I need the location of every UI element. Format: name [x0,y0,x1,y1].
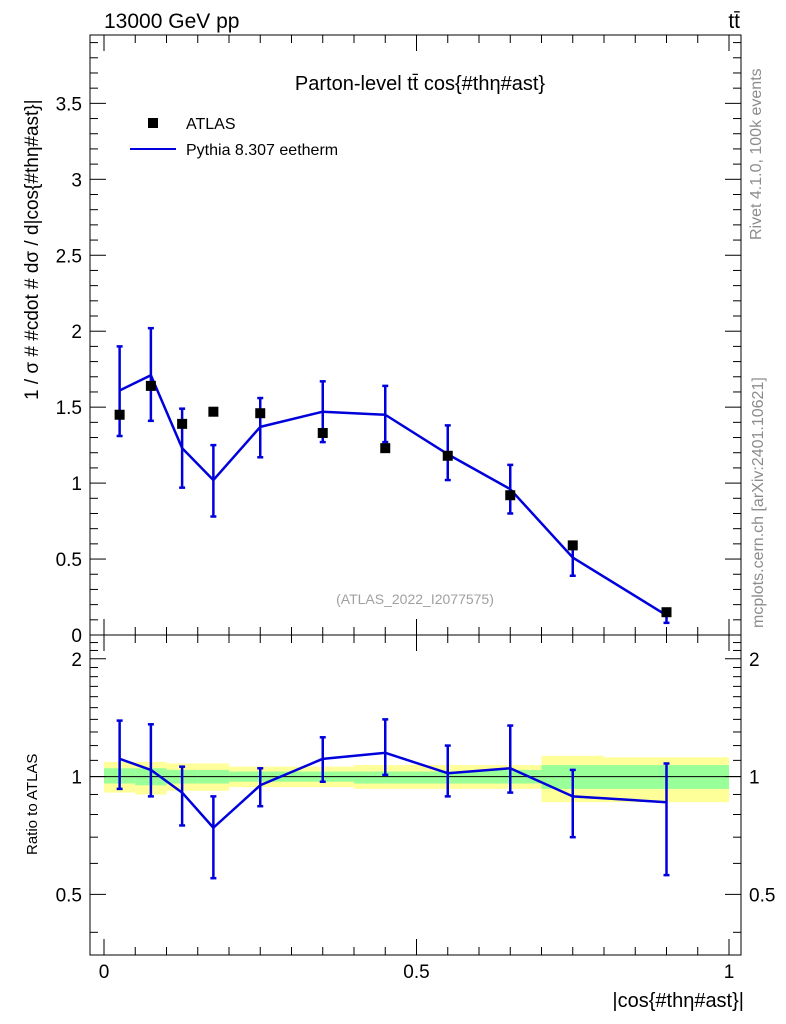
main-y-tick-label: 2 [71,322,82,343]
ratio-y-tick-label-right: 2 [749,650,760,671]
ratio-y-tick-label-left: 2 [71,650,82,671]
y-axis-label: 1 / σ # #cdot # dσ / d|cos{#thη#ast}| [22,99,43,400]
data-point [317,427,328,438]
main-y-tick-label: 1.5 [56,398,82,419]
process-label: tt̄ [728,10,740,33]
energy-label: 13000 GeV pp [104,10,239,33]
main-y-tick-label: 0.5 [56,550,82,571]
watermark: (ATLAS_2022_I2077575) [336,591,494,607]
data-point [255,408,266,419]
main-data-series [114,380,672,618]
data-point [567,540,578,551]
data-point [505,490,516,501]
mc-series-line [119,374,668,617]
ratio-band-green [354,771,417,784]
x-tick-label: 0 [99,962,110,983]
x-tick-label: 1 [724,962,735,983]
data-point [208,406,219,417]
x-tick-label: 0.5 [403,962,429,983]
main-panel: 0 0.5 1 1.5 2 2.5 3 3.5 Parton-level tt̄ cos{#t… [22,34,742,647]
ratio-y-tick-label-left: 1 [71,768,82,789]
ratio-y-tick-label-right: 0.5 [749,885,775,906]
ratio-mc-series [116,718,670,880]
main-mc-series [116,326,670,625]
main-y-tick-label: 3.5 [56,94,82,115]
main-y-tick-label: 0 [71,626,82,647]
main-y-tick-label: 2.5 [56,246,82,267]
ratio-y-tick-label-right: 1 [749,768,760,789]
ratio-tick-labels: 0.5 0.5 1 1 2 2 0 0.5 1 [56,650,776,983]
data-point [145,380,156,391]
rivet-label: Rivet 4.1.0, 100k events [748,68,765,240]
data-point [442,450,453,461]
ratio-y-tick-label-left: 0.5 [56,885,82,906]
legend-label-pythia: Pythia 8.307 eetherm [186,142,338,159]
x-axis-label: |cos{#thη#ast}| [612,990,744,1012]
data-point [380,443,391,454]
main-tick-labels: 0 0.5 1 1.5 2 2.5 3 3.5 [56,94,82,647]
data-point [177,418,188,429]
data-point [114,409,125,420]
main-y-tick-label: 1 [71,474,82,495]
chart-title: Parton-level tt̄ cos{#thη#ast} [295,73,545,95]
legend-marker-atlas [148,118,158,128]
main-axis-ticks [90,35,741,636]
legend-label-atlas: ATLAS [186,116,236,133]
mcplots-label: mcplots.cern.ch [arXiv:2401.10621] [750,377,767,628]
ratio-axis-ticks [90,635,741,955]
main-y-tick-label: 3 [71,170,82,191]
data-point [661,607,672,618]
ratio-y-label: Ratio to ATLAS [24,754,41,855]
legend: ATLAS Pythia 8.307 eetherm [130,116,338,159]
ratio-panel: 0.5 0.5 1 1 2 2 0 0.5 1 Ratio to ATLAS |cos{#thη… [24,634,776,1012]
ratio-frame [89,634,742,956]
